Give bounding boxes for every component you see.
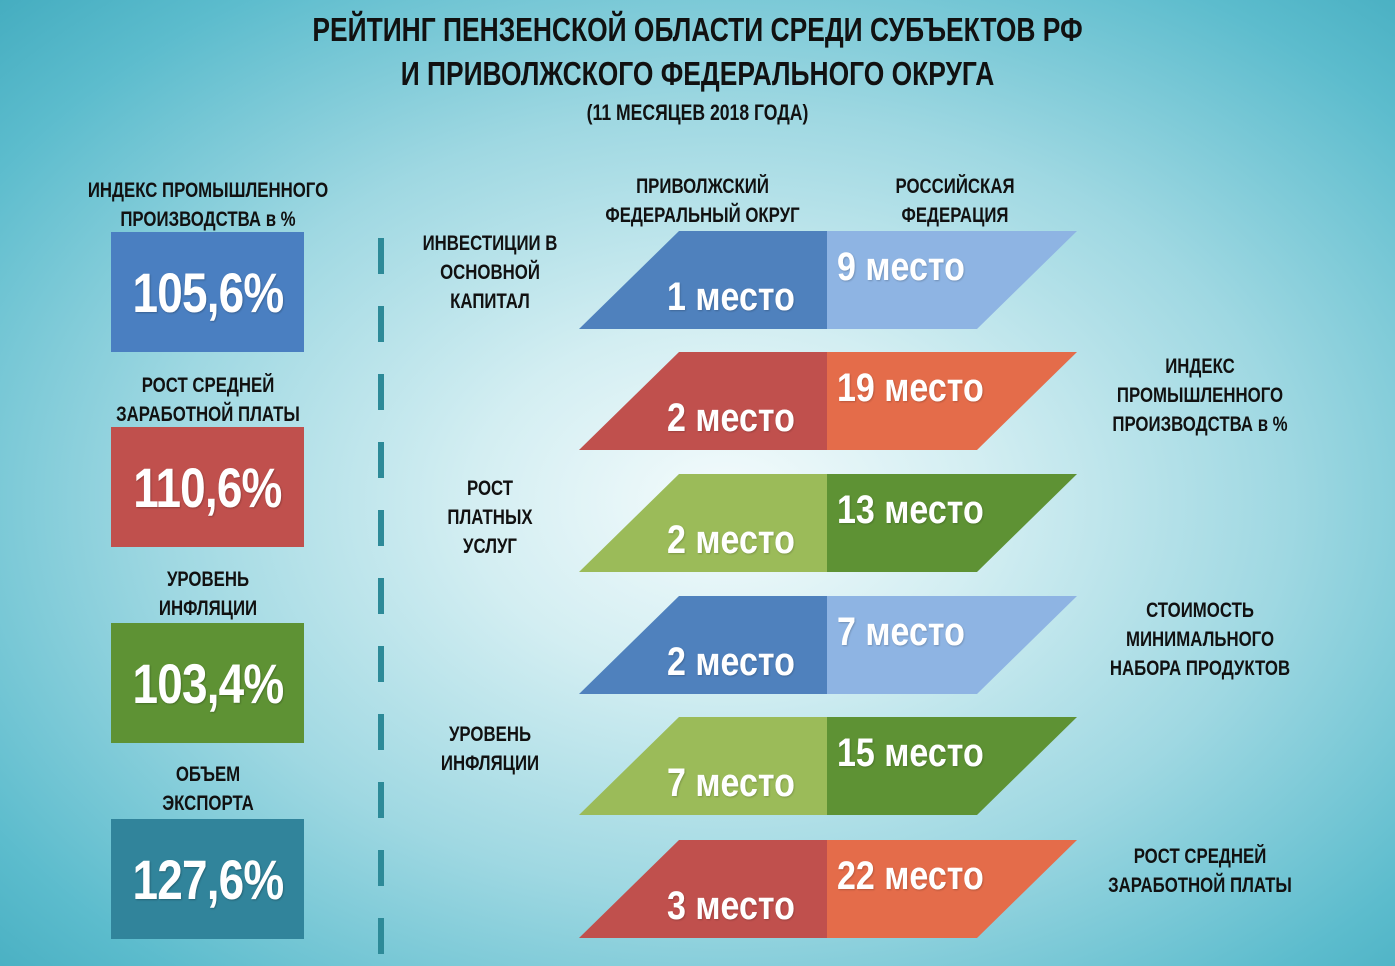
indicator-label-line: РОСТ СРЕДНЕЙ xyxy=(141,374,275,397)
ranking-label-line: ОСНОВНОЙ xyxy=(440,261,540,284)
pfo-segment xyxy=(579,840,827,938)
indicator-value-box: 103,4% xyxy=(111,623,304,743)
ranking-row: 2 место 13 место xyxy=(579,474,1077,572)
indicator-label: ИНДЕКС ПРОМЫШЛЕННОГО ПРОИЗВОДСТВА в % xyxy=(72,176,344,234)
column-header-rf: РОССИЙСКАЯ ФЕДЕРАЦИЯ xyxy=(847,172,1063,230)
ranking-label-line: РОСТ СРЕДНЕЙ xyxy=(1133,845,1267,868)
indicator-label-line: ЗАРАБОТНОЙ ПЛАТЫ xyxy=(116,403,300,426)
indicator-label: ОБЪЕМ ЭКСПОРТА xyxy=(72,760,344,818)
ranking-parallelogram xyxy=(579,474,1077,572)
indicator-label-line: УРОВЕНЬ xyxy=(166,568,250,591)
ranking-label: ИНДЕКС ПРОМЫШЛЕННОГО ПРОИЗВОДСТВА в % xyxy=(1100,352,1300,439)
ranking-row: 7 место 15 место xyxy=(579,717,1077,815)
ranking-label-line: ПРОМЫШЛЕННОГО xyxy=(1116,384,1284,407)
ranking-label-line: ИНДЕКС xyxy=(1165,355,1235,378)
indicator-value-box: 127,6% xyxy=(111,819,304,939)
column-header-line: РОССИЙСКАЯ xyxy=(895,175,1015,198)
rf-segment xyxy=(827,717,1077,815)
column-header-line: ПРИВОЛЖСКИЙ xyxy=(636,175,769,198)
ranking-parallelogram xyxy=(579,596,1077,694)
ranking-label-line: МИНИМАЛЬНОГО xyxy=(1125,628,1275,651)
pfo-rank-text: 2 место xyxy=(667,396,795,440)
pfo-rank-text: 1 место xyxy=(667,275,795,319)
ranking-label-line: ЗАРАБОТНОЙ ПЛАТЫ xyxy=(1108,874,1292,897)
rf-rank-text: 9 место xyxy=(837,245,965,289)
pfo-rank-text: 2 место xyxy=(667,640,795,684)
ranking-label-line: УРОВЕНЬ xyxy=(448,723,532,746)
rf-rank-text: 22 место xyxy=(837,854,984,898)
ranking-label-line: ПЛАТНЫХ xyxy=(447,506,533,529)
indicator-label-line: ИНДЕКС ПРОМЫШЛЕННОГО xyxy=(87,179,329,202)
ranking-label: ИНВЕСТИЦИИ В ОСНОВНОЙ КАПИТАЛ xyxy=(414,229,566,316)
pfo-rank-text: 3 место xyxy=(667,884,795,928)
pfo-segment xyxy=(579,352,827,450)
ranking-parallelogram xyxy=(579,352,1077,450)
rf-segment xyxy=(827,352,1077,450)
rf-segment xyxy=(827,840,1077,938)
ranking-label-line: СТОИМОСТЬ xyxy=(1146,599,1254,622)
column-header-line: ФЕДЕРАЛЬНЫЙ ОКРУГ xyxy=(605,204,800,227)
page-title-line2: И ПРИВОЛЖСКОГО ФЕДЕРАЛЬНОГО ОКРУГА xyxy=(400,55,995,92)
ranking-label: УРОВЕНЬ ИНФЛЯЦИИ xyxy=(414,720,566,778)
indicator-label-line: ОБЪЕМ xyxy=(175,763,241,786)
rf-rank-text: 19 место xyxy=(837,366,984,410)
ranking-label-line: КАПИТАЛ xyxy=(450,290,530,313)
ranking-row: 3 место 22 место xyxy=(579,840,1077,938)
indicator-value-box: 105,6% xyxy=(111,232,304,352)
ranking-label: РОСТ ПЛАТНЫХ УСЛУГ xyxy=(414,474,566,561)
indicator-label-line: ЭКСПОРТА xyxy=(162,792,254,815)
indicator-value: 127,6% xyxy=(132,847,284,911)
ranking-row: 1 место 9 место xyxy=(579,231,1077,329)
indicator-label: УРОВЕНЬ ИНФЛЯЦИИ xyxy=(72,565,344,623)
page-title-line1: РЕЙТИНГ ПЕНЗЕНСКОЙ ОБЛАСТИ СРЕДИ СУБЪЕКТ… xyxy=(312,11,1083,48)
dashed-divider xyxy=(378,238,384,958)
ranking-label-line: НАБОРА ПРОДУКТОВ xyxy=(1109,657,1291,680)
pfo-segment xyxy=(579,474,827,572)
indicator-label-line: ПРОИЗВОДСТВА в % xyxy=(120,208,296,231)
rf-segment xyxy=(827,474,1077,572)
pfo-segment xyxy=(579,717,827,815)
ranking-label-line: УСЛУГ xyxy=(463,535,517,558)
ranking-parallelogram xyxy=(579,717,1077,815)
ranking-parallelogram xyxy=(579,840,1077,938)
indicator-label: РОСТ СРЕДНЕЙ ЗАРАБОТНОЙ ПЛАТЫ xyxy=(72,371,344,429)
page-subtitle: (11 МЕСЯЦЕВ 2018 ГОДА) xyxy=(586,100,809,125)
pfo-rank-text: 7 место xyxy=(667,761,795,805)
indicator-value: 103,4% xyxy=(132,651,284,715)
rf-rank-text: 15 место xyxy=(837,731,984,775)
ranking-label-line: ИНВЕСТИЦИИ В xyxy=(422,232,558,255)
ranking-label-line: ПРОИЗВОДСТВА в % xyxy=(1112,413,1288,436)
pfo-segment xyxy=(579,596,827,694)
column-header-pfo: ПРИВОЛЖСКИЙ ФЕДЕРАЛЬНЫЙ ОКРУГ xyxy=(589,172,817,230)
indicator-value: 110,6% xyxy=(133,455,282,519)
pfo-rank-text: 2 место xyxy=(667,518,795,562)
ranking-label: РОСТ СРЕДНЕЙ ЗАРАБОТНОЙ ПЛАТЫ xyxy=(1100,842,1300,900)
column-header-line: ФЕДЕРАЦИЯ xyxy=(901,204,1009,227)
ranking-row: 2 место 7 место xyxy=(579,596,1077,694)
pfo-segment xyxy=(579,231,827,329)
ranking-parallelogram xyxy=(579,231,1077,329)
rf-segment xyxy=(827,596,1077,694)
indicator-value: 105,6% xyxy=(132,260,284,324)
rf-segment xyxy=(827,231,1077,329)
ranking-label-line: ИНФЛЯЦИИ xyxy=(440,752,540,775)
rf-rank-text: 7 место xyxy=(837,610,965,654)
indicator-value-box: 110,6% xyxy=(111,427,304,547)
ranking-label: СТОИМОСТЬ МИНИМАЛЬНОГО НАБОРА ПРОДУКТОВ xyxy=(1100,596,1300,683)
indicator-label-line: ИНФЛЯЦИИ xyxy=(158,597,258,620)
ranking-row: 2 место 19 место xyxy=(579,352,1077,450)
ranking-label-line: РОСТ xyxy=(466,477,514,500)
rf-rank-text: 13 место xyxy=(837,488,984,532)
